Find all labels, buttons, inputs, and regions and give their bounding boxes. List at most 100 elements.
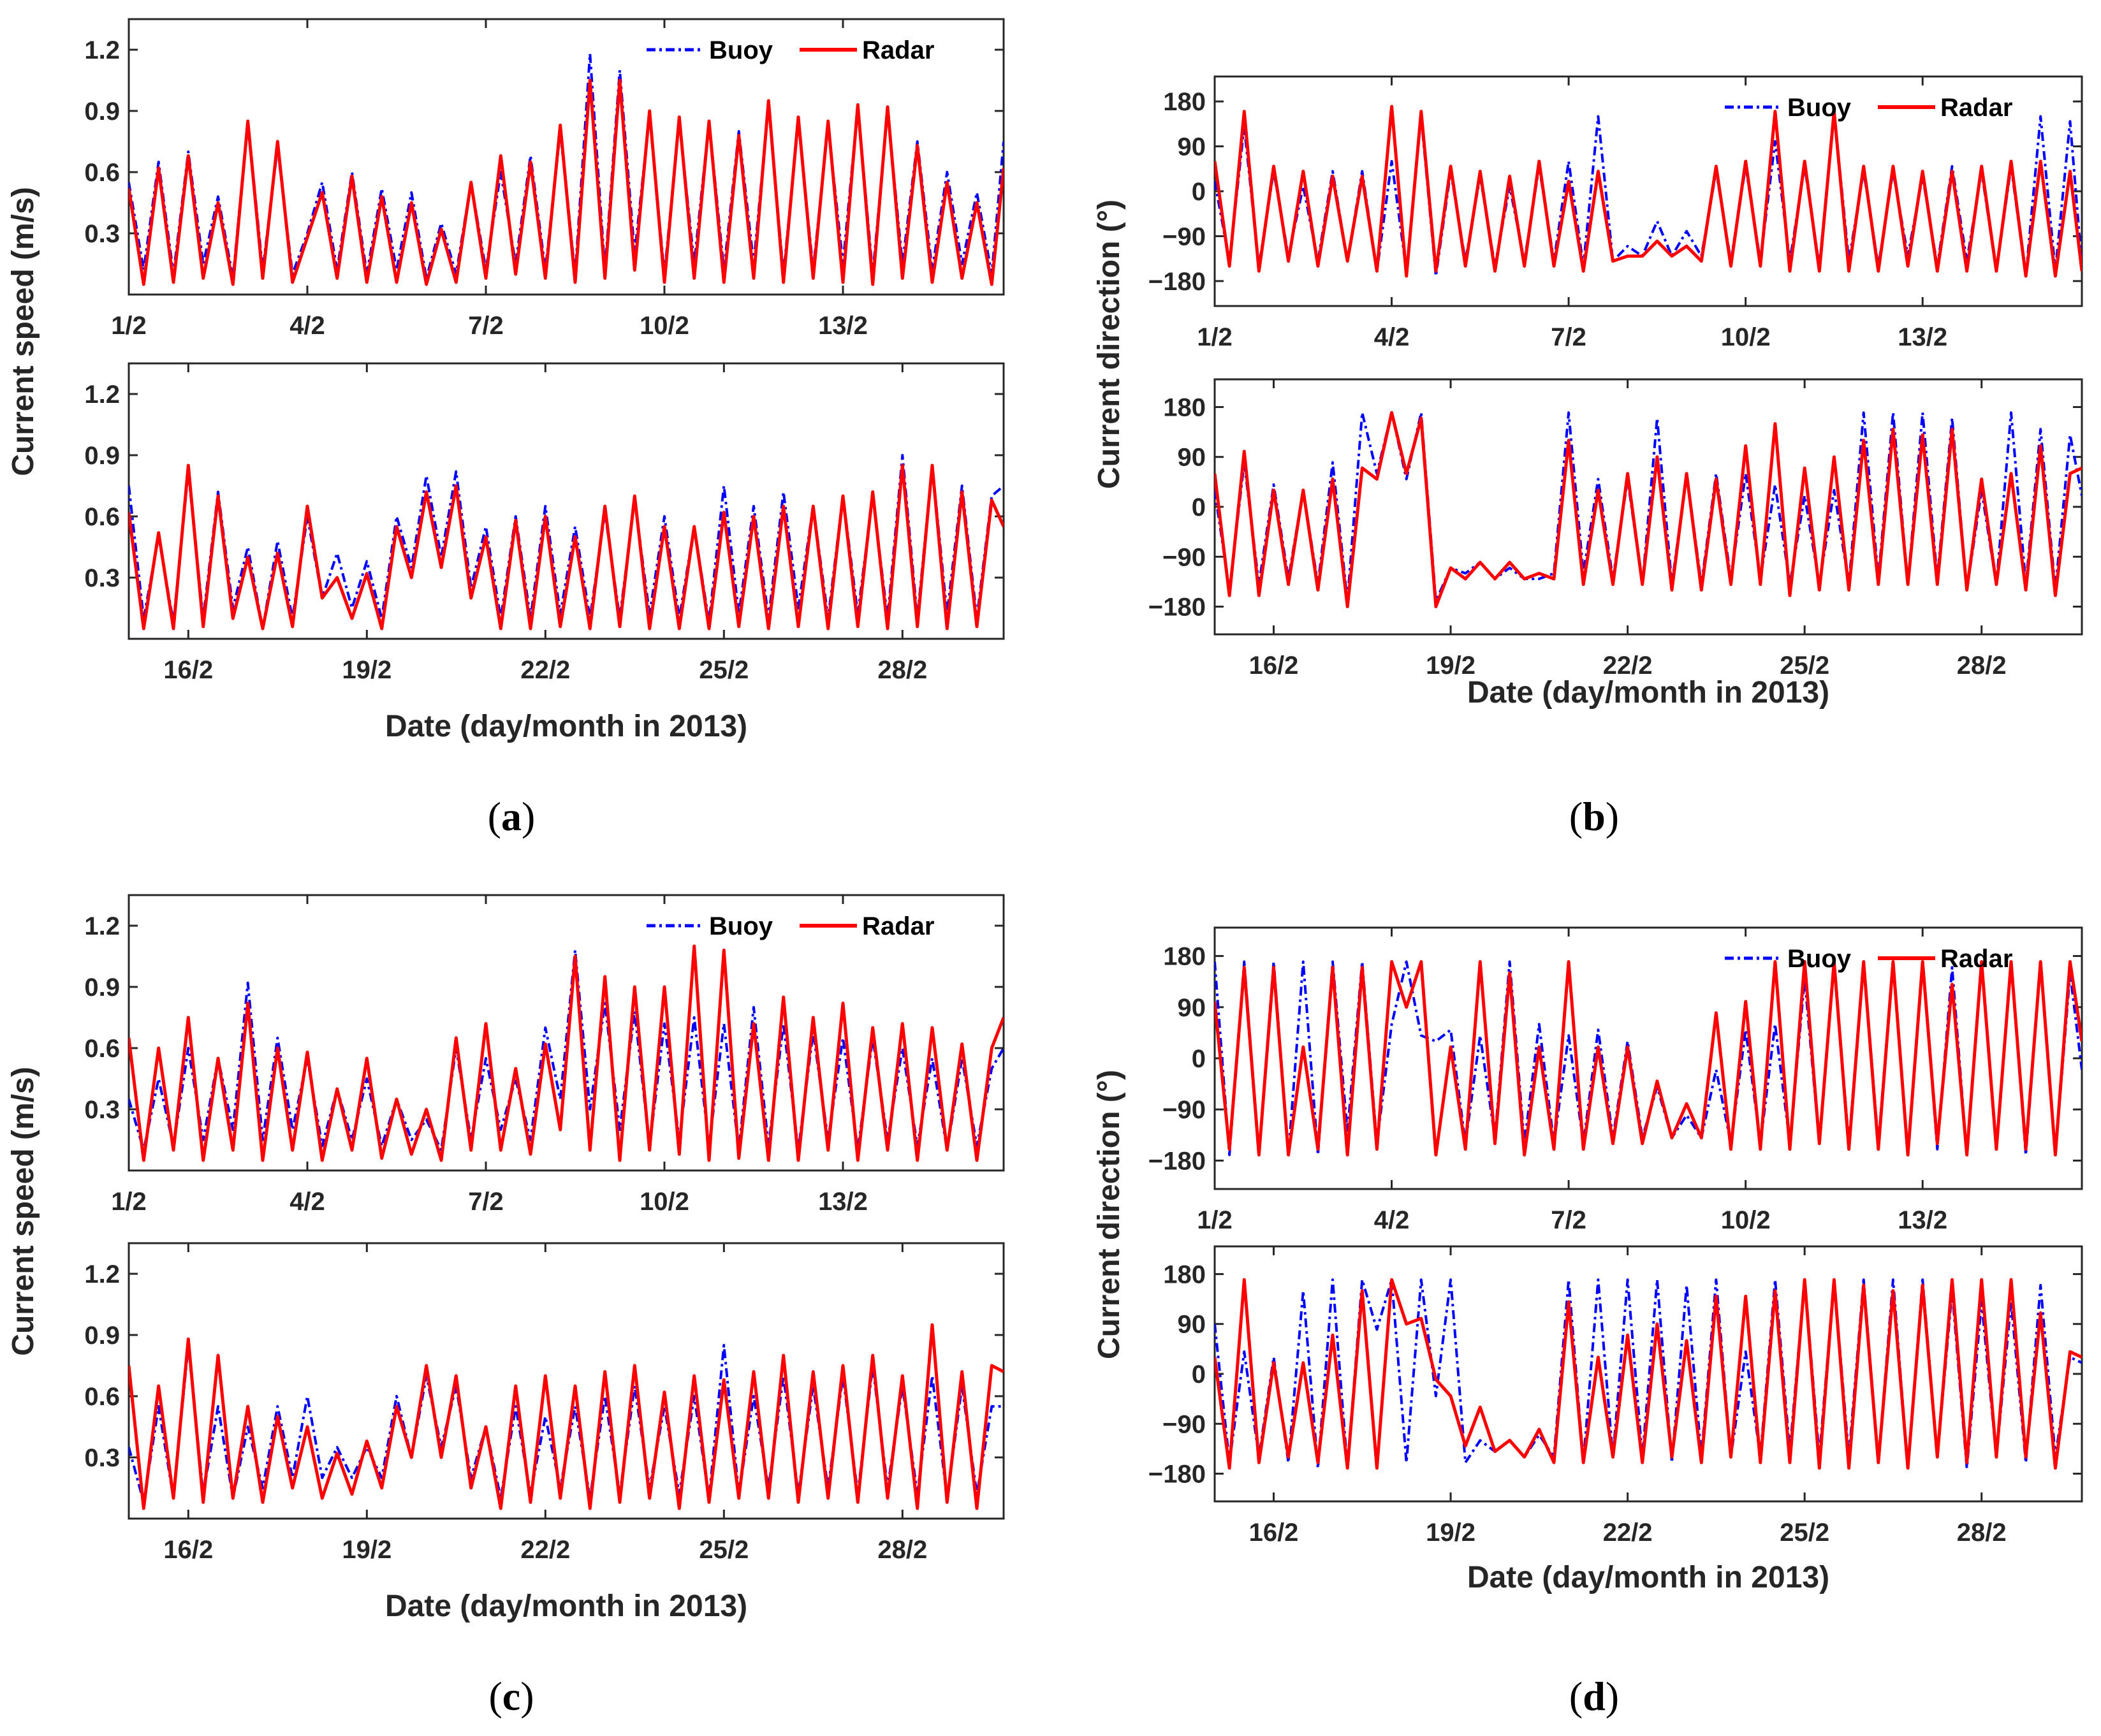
y-tick-label: −180 (1148, 594, 1206, 622)
x-tick-label: 16/2 (1249, 1519, 1299, 1547)
x-tick-label: 16/2 (163, 1536, 213, 1564)
x-axis-label: Date (day/month in 2013) (1467, 676, 1829, 710)
panel-label-d: (d) (1569, 1674, 1619, 1719)
x-tick-label: 19/2 (1426, 1519, 1475, 1547)
x-tick-label: 25/2 (1780, 652, 1829, 680)
y-tick-label: −90 (1162, 1096, 1206, 1124)
y-tick-label: 1.2 (84, 381, 120, 409)
legend-radar-label: Radar (862, 36, 934, 64)
x-tick-label: 28/2 (1957, 1519, 2007, 1547)
x-tick-label: 7/2 (1551, 1206, 1586, 1234)
legend: Buoy Radar (647, 912, 934, 940)
series-group (1215, 105, 2082, 278)
x-tick-label: 28/2 (1957, 652, 2007, 680)
y-tick-label: 0 (1192, 1045, 1206, 1073)
axes-box (128, 894, 1005, 1172)
y-axis-label: Current speed (m/s) (6, 1067, 40, 1355)
x-tick-label: 22/2 (520, 1536, 570, 1564)
x-tick-label: 13/2 (1898, 1206, 1947, 1234)
series-group (129, 944, 1004, 1162)
x-tick-label: 28/2 (877, 656, 927, 684)
x-tick-label: 19/2 (342, 656, 392, 684)
y-axis-label: Current direction (°) (1092, 200, 1126, 489)
y-tick-label: 0.9 (84, 442, 120, 470)
series-group (1215, 411, 2082, 608)
series-line-radar (1215, 411, 2082, 608)
series-line-radar (1215, 960, 2082, 1156)
y-tick-label: 0.6 (84, 1383, 120, 1411)
x-tick-label: 25/2 (699, 656, 749, 684)
series-line-radar (1215, 105, 2082, 278)
x-tick-label: 16/2 (163, 656, 213, 684)
x-tick-label: 1/2 (111, 1188, 147, 1216)
series-line-radar (129, 944, 1004, 1162)
y-tick-label: 0.9 (84, 98, 120, 126)
y-tick-label: 0 (1192, 178, 1206, 206)
x-tick-label: 13/2 (818, 1188, 868, 1216)
y-tick-label: 180 (1163, 393, 1206, 421)
y-tick-label: 90 (1178, 444, 1206, 472)
y-tick-label: 180 (1163, 943, 1206, 971)
series-line-radar (1215, 1278, 2082, 1470)
y-tick-label: −180 (1148, 1461, 1206, 1489)
x-tick-label: 19/2 (1426, 652, 1475, 680)
legend-buoy-label: Buoy (1787, 945, 1852, 973)
x-tick-label: 10/2 (1721, 323, 1771, 351)
y-tick-label: 0.3 (84, 564, 120, 592)
charts: 0.3 0.6 0.9 1.2 1/2 4/2 7/2 10/2 13/2 Buoy Radar 0.… (6, 18, 2083, 1623)
x-tick-label: 10/2 (640, 1188, 689, 1216)
x-tick-label: 4/2 (289, 312, 325, 340)
x-tick-label: 4/2 (1374, 1206, 1410, 1234)
chart-panel-a-top: 0.3 0.6 0.9 1.2 1/2 4/2 7/2 10/2 13/2 Buoy Radar (84, 18, 1005, 340)
x-tick-label: 10/2 (640, 312, 689, 340)
y-tick-label: −90 (1162, 543, 1206, 571)
x-tick-label: 28/2 (877, 1536, 927, 1564)
y-axis-label: Current direction (°) (1092, 1070, 1126, 1359)
x-axis-label: Date (day/month in 2013) (385, 1589, 747, 1623)
series-group (129, 454, 1004, 631)
x-axis-label: Date (day/month in 2013) (385, 710, 747, 743)
chart-panel-c-top: 0.3 0.6 0.9 1.2 1/2 4/2 7/2 10/2 13/2 Buoy Radar (84, 894, 1005, 1216)
chart-panel-d-top: −180 −90 0 90 180 1/2 4/2 7/2 10/2 13/2 Buoy Radar (1148, 926, 2083, 1234)
x-tick-label: 10/2 (1721, 1206, 1771, 1234)
chart-panel-d-bottom: −180 −90 0 90 180 16/2 19/2 22/2 25/2 28/2 (1148, 1245, 2083, 1547)
y-tick-label: −180 (1148, 268, 1206, 296)
legend-radar-label: Radar (862, 912, 934, 940)
x-tick-label: 4/2 (1374, 323, 1410, 351)
x-tick-label: 22/2 (1603, 1519, 1653, 1547)
x-tick-label: 22/2 (520, 656, 570, 684)
y-tick-label: 1.2 (84, 36, 120, 64)
y-tick-label: 180 (1163, 88, 1206, 116)
axes-box (128, 362, 1005, 640)
chart-panel-b-bottom: −180 −90 0 90 180 16/2 19/2 22/2 25/2 28/2 (1148, 378, 2083, 680)
x-tick-label: 1/2 (1197, 1206, 1233, 1234)
y-tick-label: 90 (1178, 133, 1206, 161)
y-tick-label: 1.2 (84, 1260, 120, 1288)
legend-radar-label: Radar (1940, 945, 2012, 973)
y-tick-label: 1.2 (84, 912, 120, 940)
y-tick-label: −90 (1162, 222, 1206, 251)
x-tick-label: 13/2 (1898, 323, 1947, 351)
legend-buoy-label: Buoy (709, 912, 773, 940)
y-tick-label: 180 (1163, 1260, 1206, 1288)
panel-label-b: (b) (1569, 794, 1619, 839)
series-group (1215, 1278, 2082, 1470)
y-tick-label: 0.6 (84, 503, 120, 531)
x-tick-label: 1/2 (1197, 323, 1233, 351)
panel-label-a: (a) (488, 794, 536, 839)
x-tick-label: 22/2 (1603, 652, 1653, 680)
y-tick-label: −180 (1148, 1147, 1206, 1175)
x-tick-label: 7/2 (1551, 323, 1586, 351)
x-tick-label: 13/2 (818, 312, 868, 340)
y-tick-label: 0 (1192, 493, 1206, 522)
legend-buoy-label: Buoy (709, 36, 773, 64)
x-tick-label: 7/2 (468, 1188, 504, 1216)
series-line-radar (129, 78, 1004, 286)
series-line-radar (129, 1323, 1004, 1510)
y-tick-label: 0.9 (84, 1322, 120, 1350)
x-axis-label: Date (day/month in 2013) (1467, 1561, 1829, 1594)
y-tick-label: 0.3 (84, 1096, 120, 1124)
y-tick-label: 0.6 (84, 159, 120, 187)
x-tick-label: 25/2 (1780, 1519, 1829, 1547)
